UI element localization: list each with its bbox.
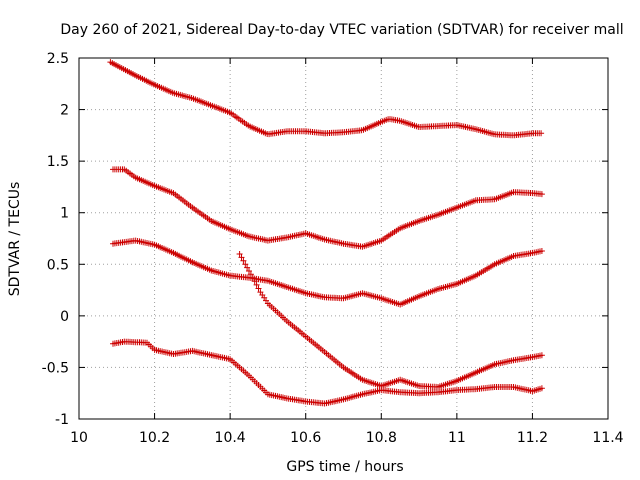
grid-lines xyxy=(79,58,608,419)
data-point-markers xyxy=(110,237,545,308)
data-series-series-3 xyxy=(110,237,545,308)
data-point-markers xyxy=(107,59,545,139)
x-tick-label: 10.4 xyxy=(215,430,246,446)
data-point-markers xyxy=(110,338,545,407)
x-tick-label: 10.6 xyxy=(290,430,321,446)
x-tick-label: 11 xyxy=(448,430,466,446)
y-tick-label: 0 xyxy=(60,309,69,325)
y-tick-label: 2 xyxy=(60,103,69,119)
y-tick-label: 1.5 xyxy=(47,154,69,170)
data-series-series-5 xyxy=(236,251,545,390)
data-series xyxy=(107,59,545,407)
x-tick-label: 10.8 xyxy=(366,430,397,446)
y-tick-label: -1 xyxy=(55,412,69,428)
data-point-markers xyxy=(110,166,545,250)
x-tick-label: 10 xyxy=(70,430,88,446)
y-tick-label: -0.5 xyxy=(42,360,69,376)
x-axis-label: GPS time / hours xyxy=(286,459,403,475)
x-tick-label: 11.4 xyxy=(592,430,623,446)
y-tick-label: 1 xyxy=(60,206,69,222)
axis-ticks: 10 10.2 10.4 10.6 10.8 11 11.2 11.4 -1 -0.5 0 0.5 1 1… xyxy=(42,51,624,446)
plot-frame xyxy=(78,57,609,420)
y-tick-label: 2.5 xyxy=(47,51,69,67)
data-series-series-4 xyxy=(110,338,545,407)
chart-title: Day 260 of 2021, Sidereal Day-to-day VTE… xyxy=(60,22,623,38)
data-point-markers xyxy=(236,251,545,390)
x-tick-label: 11.2 xyxy=(517,430,548,446)
y-tick-label: 0.5 xyxy=(47,257,69,273)
y-axis-label: SDTVAR / TECUs xyxy=(7,182,23,297)
data-series-series-1 xyxy=(107,59,545,139)
x-tick-label: 10.2 xyxy=(139,430,170,446)
data-series-series-2 xyxy=(110,166,545,250)
